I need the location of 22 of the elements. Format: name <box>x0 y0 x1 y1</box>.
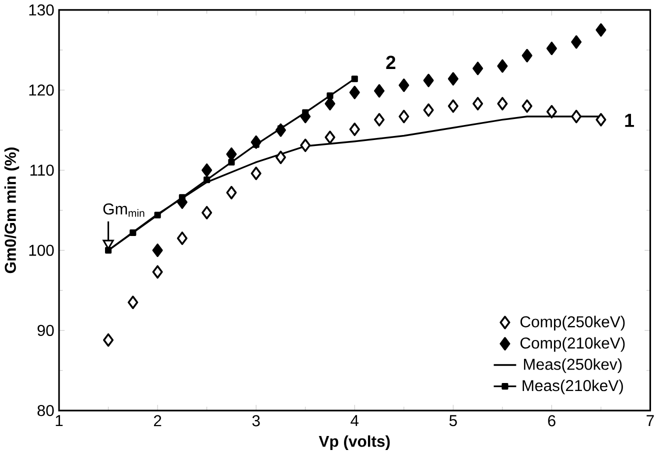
x-tick-label: 6 <box>548 414 556 426</box>
y-tick-label: 130 <box>29 4 54 16</box>
x-tick-label: 2 <box>154 414 162 426</box>
legend-label: Meas(210keV) <box>522 379 623 394</box>
legend-label: Comp(250keV) <box>520 316 625 330</box>
x-axis-title: Vp (volts) <box>318 435 390 450</box>
x-tick-label: 1 <box>56 414 63 426</box>
legend-label: Meas(250kev) <box>524 358 622 373</box>
x-tick-label: 3 <box>252 414 260 426</box>
x-tick-label: 4 <box>350 414 359 426</box>
x-tick-label: 5 <box>449 414 457 426</box>
annotation: 2 <box>386 56 396 69</box>
annotation: 1 <box>625 114 634 127</box>
x-tick-label: 7 <box>646 414 654 426</box>
y-tick-label: 110 <box>30 164 54 176</box>
y-tick-label: 90 <box>38 324 54 336</box>
y-tick-label: 80 <box>38 404 54 416</box>
annotation: Gm$_{min}$ <box>103 203 144 217</box>
y-axis-title: Gm0/Gm min (%) <box>4 147 20 273</box>
legend-label: Comp(210keV) <box>520 336 625 352</box>
y-tick-label: 120 <box>29 84 54 96</box>
y-tick-label: 100 <box>29 244 54 256</box>
